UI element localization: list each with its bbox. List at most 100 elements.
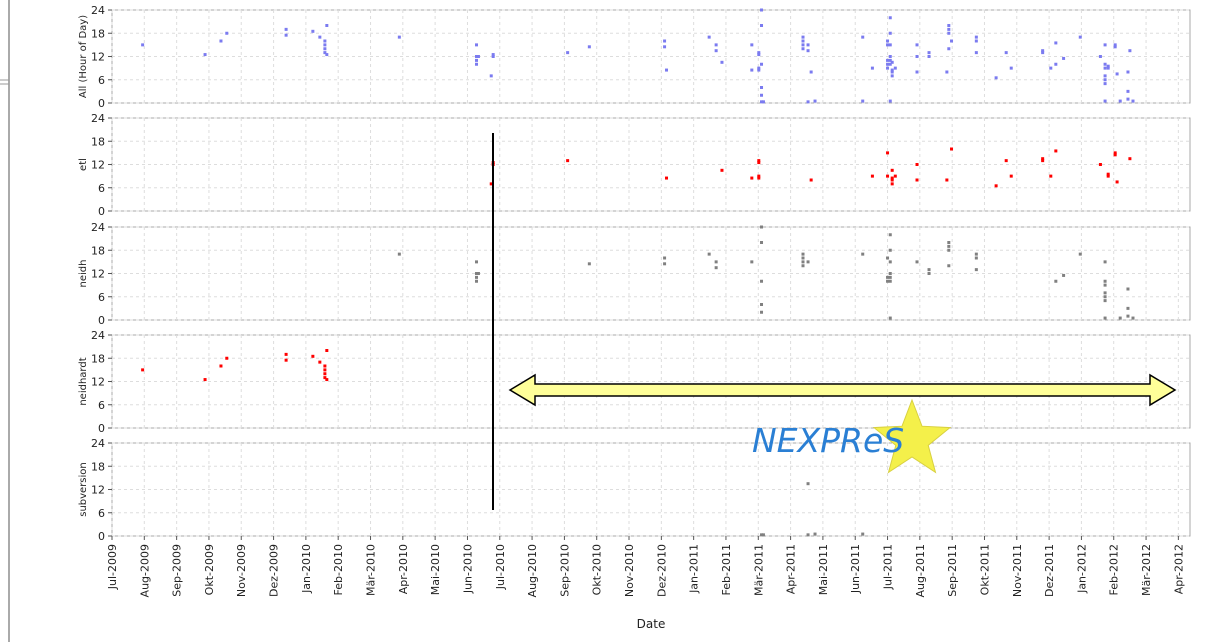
point: [665, 176, 669, 180]
point: [1128, 49, 1132, 53]
x-tick-label: Feb-2012: [1108, 544, 1121, 595]
panel: [111, 334, 1191, 429]
point: [947, 248, 951, 252]
point: [806, 49, 810, 53]
x-tick-label: Apr-2010: [397, 544, 410, 594]
point: [927, 55, 931, 58]
point: [1103, 78, 1107, 82]
point: [311, 354, 315, 358]
point: [1062, 56, 1066, 60]
point: [888, 272, 892, 275]
point: [1103, 299, 1107, 303]
point: [1103, 316, 1107, 320]
point: [757, 66, 761, 70]
point: [886, 174, 890, 178]
x-tick-label: Jan-2010: [300, 544, 313, 594]
point: [1009, 66, 1013, 70]
point: [886, 39, 890, 43]
point: [806, 533, 810, 537]
point: [888, 233, 892, 237]
point: [757, 53, 761, 57]
point: [323, 47, 327, 51]
point: [1106, 66, 1110, 70]
point: [945, 178, 949, 182]
x-tick-label: Feb-2011: [720, 544, 733, 595]
panel: [111, 226, 1191, 321]
point: [757, 161, 761, 165]
point: [750, 68, 754, 72]
point: [760, 225, 764, 229]
point: [720, 168, 724, 172]
point: [1118, 316, 1122, 320]
point: [491, 55, 495, 58]
point: [801, 264, 805, 268]
point: [888, 316, 892, 320]
point: [750, 43, 754, 47]
point: [1004, 159, 1008, 163]
point: [284, 33, 288, 37]
y-axis-label: etl: [78, 158, 89, 171]
point: [284, 358, 288, 362]
point: [927, 268, 931, 272]
point: [225, 31, 229, 35]
point: [318, 360, 322, 364]
x-tick-label: Sep-2010: [558, 544, 571, 597]
point: [915, 55, 919, 58]
point: [714, 49, 718, 53]
y-tick-label: 18: [91, 27, 105, 40]
point: [886, 66, 890, 70]
point: [1126, 89, 1130, 93]
point: [888, 43, 892, 47]
y-tick-label: 24: [91, 4, 105, 17]
point: [888, 16, 892, 20]
point: [475, 62, 479, 66]
point: [886, 58, 890, 62]
point: [219, 364, 223, 368]
point: [927, 51, 931, 55]
point: [893, 66, 897, 70]
point: [806, 482, 810, 486]
y-tick-label: 6: [98, 182, 105, 195]
point: [974, 51, 978, 55]
point: [870, 66, 874, 70]
point: [141, 368, 145, 372]
point: [947, 244, 951, 248]
point: [476, 272, 480, 275]
point: [284, 27, 288, 31]
point: [707, 35, 711, 39]
x-tick-label: Mär-2011: [752, 544, 765, 596]
point: [714, 260, 718, 264]
x-tick-label: Jul-2009: [106, 544, 119, 590]
point: [1126, 306, 1130, 310]
point: [801, 252, 805, 256]
point: [1049, 66, 1053, 70]
point: [890, 68, 894, 72]
point: [947, 47, 951, 51]
y-tick-label: 0: [98, 530, 105, 543]
point: [1004, 51, 1008, 55]
y-tick-label: 12: [91, 268, 105, 281]
x-tick-label: Mai-2011: [817, 544, 830, 595]
point: [311, 29, 315, 33]
point: [893, 174, 897, 178]
point: [760, 100, 764, 104]
point: [947, 31, 951, 35]
point: [475, 272, 479, 275]
point: [1103, 283, 1107, 287]
point: [1103, 62, 1107, 66]
point: [1113, 45, 1117, 49]
point: [886, 275, 890, 279]
point: [1103, 295, 1107, 299]
point: [714, 43, 718, 47]
point: [323, 364, 327, 368]
point: [1103, 82, 1107, 86]
point: [886, 256, 890, 260]
point: [760, 86, 764, 89]
x-tick-label: Jul-2011: [882, 544, 895, 590]
point: [1106, 174, 1110, 178]
y-axis-label: neidh: [78, 260, 89, 288]
point: [1062, 273, 1066, 277]
x-tick-label: Jul-2010: [494, 544, 507, 590]
y-tick-label: 18: [91, 244, 105, 257]
